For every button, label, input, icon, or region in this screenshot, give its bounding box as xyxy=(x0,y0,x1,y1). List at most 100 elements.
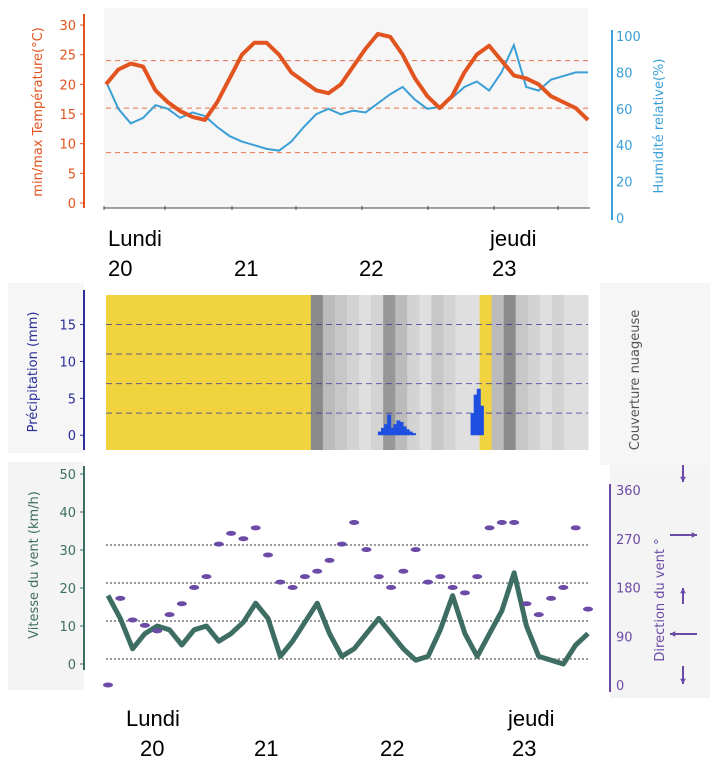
day-weekday-bottom-0: Lundi xyxy=(126,706,180,731)
cloud-cover-strip xyxy=(347,295,360,450)
humidity-axis-title: Humidité relative(%) xyxy=(652,59,667,194)
wind-direction-dot xyxy=(152,628,163,634)
temperature-y-tick-label: 5 xyxy=(68,167,76,182)
precip-bar xyxy=(380,427,385,436)
wind-left-margin xyxy=(8,462,84,690)
temperature-axis-title: min/max Température(°C) xyxy=(31,27,46,196)
wind-dir-y-tick-label: 90 xyxy=(616,630,633,645)
wind-dir-y-tick-label: 0 xyxy=(616,679,624,694)
precip-bar xyxy=(479,405,484,436)
wind-direction-dot xyxy=(459,590,470,596)
wind-speed-y-tick-label: 30 xyxy=(59,544,76,559)
wind-direction-dot xyxy=(398,568,409,574)
precip-bar xyxy=(408,431,413,436)
wind-direction-dot xyxy=(546,595,557,601)
arrow-south-bottom-head xyxy=(680,678,686,684)
cloud-cover-strip xyxy=(407,295,420,450)
day-weekday-top-0: Lundi xyxy=(108,226,162,251)
day-weekday-bottom-3: jeudi xyxy=(508,706,555,731)
cloud-cover-strip xyxy=(527,295,541,450)
wind-direction-dot xyxy=(189,585,200,590)
reference-lines xyxy=(106,60,588,660)
wind-direction-dot xyxy=(226,530,237,536)
wind-speed-y-tick-label: 50 xyxy=(59,468,76,483)
cloud-cover-strip xyxy=(383,295,396,450)
wind-direction-dot xyxy=(324,557,335,563)
cloud-cover-strip xyxy=(371,295,384,450)
temperature-y-tick-label: 0 xyxy=(68,197,76,212)
wind-direction-dot xyxy=(103,682,113,688)
wind-speed-y-tick-label: 10 xyxy=(59,620,76,635)
wind-direction-dot xyxy=(287,585,298,590)
precip-bar xyxy=(411,433,416,436)
wind-speed-y-tick-label: 40 xyxy=(59,506,76,521)
precip-bar xyxy=(473,394,478,436)
wind-direction-dot xyxy=(336,541,347,547)
cloud-cover-strip xyxy=(443,295,456,450)
wind-direction-dot xyxy=(213,541,224,547)
precip-bar xyxy=(393,424,398,436)
arrow-west-head xyxy=(670,631,676,637)
cloud-cover-strip xyxy=(286,295,300,450)
cloud-cover-strip xyxy=(563,295,577,450)
cloud-cover-strip xyxy=(322,295,336,450)
wind-direction-dot xyxy=(238,536,249,542)
temperature-panel-bg xyxy=(104,8,588,208)
day-date-bottom-3: 23 xyxy=(512,736,537,761)
precip-axis-title: Précipitation (mm) xyxy=(26,312,41,433)
wind-direction-dot xyxy=(570,525,581,531)
day-date-bottom-2: 22 xyxy=(380,736,405,761)
wind-speed-y-tick-label: 0 xyxy=(68,658,76,673)
precip-y-tick-label: 0 xyxy=(68,429,76,444)
cloud-cover-strip xyxy=(334,295,348,450)
precip-bar xyxy=(377,431,382,436)
precip-left-margin xyxy=(8,283,84,453)
precip-bar xyxy=(384,424,389,436)
temperature-line xyxy=(104,31,590,122)
wind-direction-dot xyxy=(263,552,273,558)
cloud-cover-strip xyxy=(491,295,505,450)
wind-direction-dot xyxy=(484,525,495,531)
cloud-cover-strip xyxy=(166,295,179,450)
cloud-cover-strip xyxy=(431,295,444,450)
day-weekday-top-3: jeudi xyxy=(490,226,537,251)
wind-direction-dot xyxy=(386,585,397,590)
wind-direction-dot xyxy=(361,547,372,553)
precip-bar xyxy=(402,426,407,436)
precip-bar xyxy=(399,421,404,436)
temperature-y-tick-label: 15 xyxy=(59,108,76,123)
cloud-cover-strip xyxy=(118,295,131,450)
wind-dir-y-tick-label: 180 xyxy=(616,582,641,597)
left-axis-strip-top xyxy=(84,8,104,208)
wind-direction-dot xyxy=(435,574,446,580)
cloud-cover-strip xyxy=(274,295,288,450)
cloud-cover-strip xyxy=(226,295,240,450)
wind-direction-dot xyxy=(410,547,421,553)
wind-speed-axis-title: Vitesse du vent (km/h) xyxy=(27,491,42,639)
precip-y-tick-label: 15 xyxy=(59,319,76,334)
cloud-cover-strip xyxy=(214,295,227,450)
temperature-y-tick-label: 25 xyxy=(59,49,76,64)
humidity-y-tick-label: 80 xyxy=(616,66,633,81)
wind-direction-dot xyxy=(201,574,212,580)
cloud-cover-strip xyxy=(178,295,191,450)
wind-direction-dot xyxy=(299,574,310,580)
arrow-north-head xyxy=(680,588,686,594)
cloud-cover-strip xyxy=(238,295,252,450)
cloud-cover-strip xyxy=(106,295,119,450)
cloud-cover-strip xyxy=(575,295,589,450)
cloud-cover-strip xyxy=(551,295,565,450)
cloud-cover-strip xyxy=(503,295,517,450)
precip-bar xyxy=(390,427,395,436)
humidity-y-tick-label: 100 xyxy=(616,30,641,45)
cloud-cover-strip xyxy=(419,295,432,450)
wind-direction-arrows xyxy=(670,465,697,684)
wind-direction-dot xyxy=(127,617,138,623)
wind-direction-dot xyxy=(139,622,150,628)
wind-direction-dot xyxy=(312,568,323,574)
series-layer xyxy=(103,31,593,688)
cloud-cover-strip xyxy=(455,295,468,450)
cloud-cover-strip xyxy=(202,295,215,450)
precip-bar xyxy=(387,414,392,436)
cloud-cover-strip xyxy=(395,295,408,450)
